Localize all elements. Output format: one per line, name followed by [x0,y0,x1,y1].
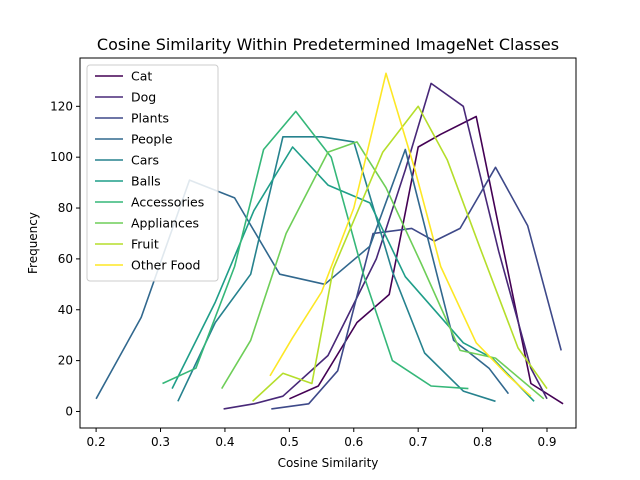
series-line-other-food [269,72,532,397]
y-axis-label: Frequency [26,212,40,274]
legend-entry: Cat [131,69,152,84]
series-line-appliances [221,141,545,400]
x-tick-label: 0.5 [280,435,299,449]
x-axis-ticks: 0.2 0.3 0.4 0.5 0.6 0.7 0.8 0.9 [87,428,557,449]
x-tick-label: 0.3 [151,435,170,449]
y-axis-ticks: 0 20 40 60 80 100 120 [50,99,80,418]
series-line-cars [177,136,496,403]
series-line-cat [289,115,564,405]
x-tick-label: 0.8 [473,435,492,449]
x-tick-label: 0.4 [215,435,234,449]
y-tick-label: 120 [50,99,73,113]
series-line-accessories [162,110,469,390]
series-line-balls [171,146,535,402]
legend-entry: Other Food [131,258,200,273]
x-tick-label: 0.7 [409,435,428,449]
legend-entry: People [131,132,173,147]
series-line-dog [223,82,548,410]
legend-entry: Fruit [131,237,159,252]
y-tick-label: 80 [58,201,73,215]
legend-entry: Cars [131,153,159,168]
plot-frame [79,57,577,429]
legend-entry: Plants [131,111,169,126]
y-tick-label: 40 [58,303,73,317]
series-line-plants [271,166,562,410]
y-tick-label: 60 [58,252,73,266]
chart-title: Cosine Similarity Within Predetermined I… [97,35,559,54]
y-tick-label: 0 [65,404,73,418]
legend-box [86,64,219,282]
legend-entry: Dog [131,90,156,105]
y-tick-label: 100 [50,150,73,164]
x-axis-label: Cosine Similarity [278,456,379,470]
series-line-fruit [252,105,548,402]
x-tick-label: 0.2 [87,435,106,449]
series-layer [95,72,564,410]
legend: Cat Dog Plants People Cars Balls Accessories Ap… [86,64,219,282]
legend-entry: Accessories [131,195,204,210]
x-tick-label: 0.6 [344,435,363,449]
x-tick-label: 0.9 [537,435,556,449]
legend-entry: Appliances [131,216,199,231]
y-tick-label: 20 [58,354,73,368]
legend-entry: Balls [131,174,161,189]
